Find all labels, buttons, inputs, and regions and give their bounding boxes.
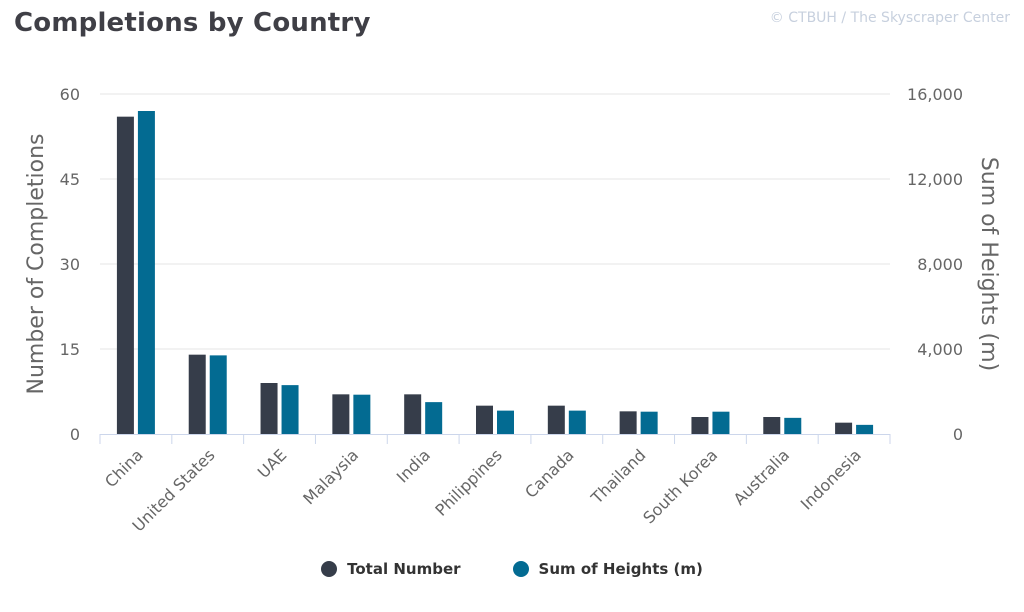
bar-total-number-china bbox=[116, 116, 134, 435]
y-tick-left: 45 bbox=[60, 170, 80, 189]
x-tick-label-philippines: Philippines bbox=[431, 445, 505, 519]
legend: Total Number Sum of Heights (m) bbox=[0, 560, 1024, 578]
y-tick-left: 15 bbox=[60, 340, 80, 359]
x-tick-label-indonesia: Indonesia bbox=[797, 445, 865, 513]
y-tick-right: 0 bbox=[953, 425, 963, 444]
x-tick-label-australia: Australia bbox=[730, 445, 793, 508]
bar-total-number-thailand bbox=[619, 411, 637, 434]
legend-label-total-number: Total Number bbox=[347, 560, 461, 578]
bar-sum-of-heights-australia bbox=[784, 417, 802, 434]
bar-total-number-south-korea bbox=[691, 417, 709, 434]
bar-sum-of-heights-thailand bbox=[640, 411, 658, 434]
y-tick-right: 8,000 bbox=[917, 255, 963, 274]
bar-total-number-united-states bbox=[188, 354, 206, 434]
bar-sum-of-heights-canada bbox=[568, 410, 586, 434]
x-tick-label-south-korea: South Korea bbox=[639, 445, 721, 527]
x-tick-label-china: China bbox=[101, 445, 147, 491]
bar-sum-of-heights-china bbox=[137, 111, 155, 434]
bar-sum-of-heights-india bbox=[425, 402, 443, 434]
y-axis-title-right: Sum of Heights (m) bbox=[976, 157, 1001, 371]
legend-label-sum-of-heights: Sum of Heights (m) bbox=[538, 560, 703, 578]
bar-sum-of-heights-indonesia bbox=[856, 424, 874, 434]
y-tick-right: 16,000 bbox=[907, 85, 963, 104]
x-tick-label-thailand: Thailand bbox=[587, 445, 650, 508]
credit-link[interactable]: © CTBUH / The Skyscraper Center bbox=[769, 10, 1010, 26]
bar-sum-of-heights-uae bbox=[281, 385, 299, 434]
x-tick-label-canada: Canada bbox=[521, 445, 577, 501]
legend-dot-total-number bbox=[321, 561, 338, 577]
bar-sum-of-heights-united-states bbox=[209, 355, 227, 434]
legend-item-sum-of-heights[interactable]: Sum of Heights (m) bbox=[512, 560, 703, 578]
bar-total-number-indonesia bbox=[835, 422, 853, 434]
x-tick-label-malaysia: Malaysia bbox=[299, 445, 362, 508]
x-tick-label-uae: UAE bbox=[254, 445, 291, 482]
legend-dot-sum-of-heights bbox=[512, 561, 529, 577]
bar-total-number-canada bbox=[547, 405, 565, 434]
x-tick-label-india: India bbox=[393, 445, 434, 486]
bar-total-number-malaysia bbox=[332, 394, 350, 434]
bar-sum-of-heights-malaysia bbox=[353, 394, 371, 434]
y-tick-left: 0 bbox=[70, 425, 80, 444]
bar-total-number-philippines bbox=[476, 405, 493, 434]
bar-total-number-uae bbox=[260, 383, 278, 434]
bar-sum-of-heights-south-korea bbox=[712, 411, 730, 434]
y-tick-left: 60 bbox=[60, 85, 80, 104]
bar-total-number-australia bbox=[763, 417, 781, 434]
y-tick-right: 4,000 bbox=[917, 340, 963, 359]
y-axis-title-left: Number of Completions bbox=[24, 133, 49, 394]
y-tick-right: 12,000 bbox=[907, 170, 963, 189]
legend-item-total-number[interactable]: Total Number bbox=[321, 560, 461, 578]
y-tick-left: 30 bbox=[60, 255, 80, 274]
bar-sum-of-heights-philippines bbox=[497, 410, 514, 434]
chart-title: Completions by Country bbox=[14, 8, 371, 38]
bar-total-number-india bbox=[404, 394, 422, 434]
